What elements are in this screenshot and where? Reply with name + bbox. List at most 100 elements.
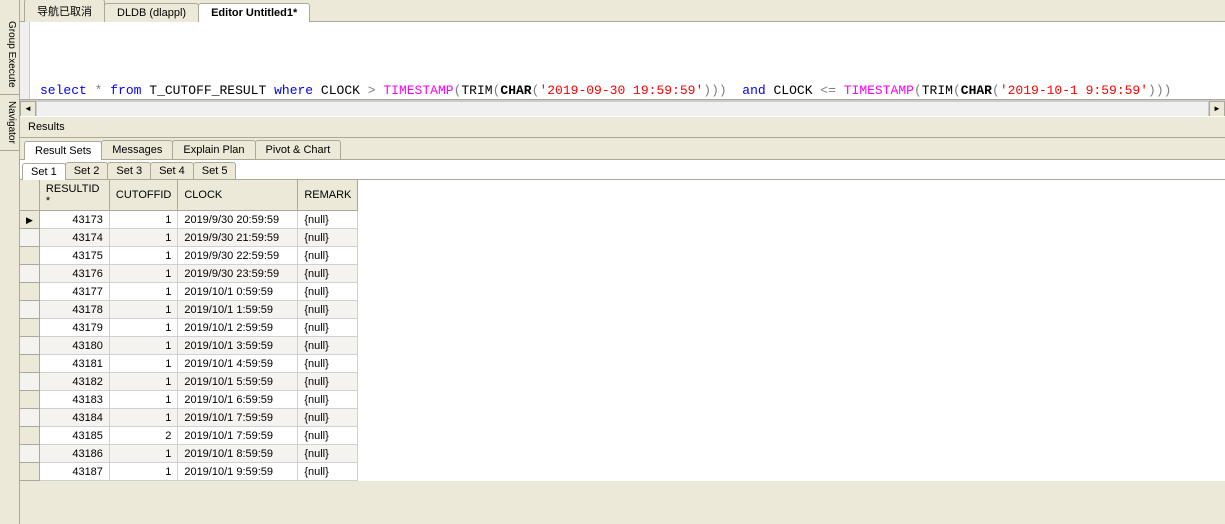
row-header[interactable]: [20, 409, 39, 427]
table-cell[interactable]: 43185: [39, 427, 109, 445]
results-tab[interactable]: Messages: [101, 140, 173, 159]
table-cell[interactable]: 1: [109, 301, 177, 319]
result-set-tab[interactable]: Set 4: [150, 162, 194, 179]
table-cell[interactable]: 1: [109, 229, 177, 247]
row-header[interactable]: [20, 373, 39, 391]
table-cell[interactable]: {null}: [298, 283, 358, 301]
row-header[interactable]: [20, 319, 39, 337]
table-cell[interactable]: 43186: [39, 445, 109, 463]
row-header[interactable]: [20, 265, 39, 283]
table-cell[interactable]: {null}: [298, 301, 358, 319]
table-cell[interactable]: 43180: [39, 337, 109, 355]
table-cell[interactable]: 2019/9/30 23:59:59: [178, 265, 298, 283]
table-cell[interactable]: 2019/10/1 2:59:59: [178, 319, 298, 337]
table-cell[interactable]: {null}: [298, 229, 358, 247]
table-cell[interactable]: 2019/10/1 5:59:59: [178, 373, 298, 391]
table-row[interactable]: 4317712019/10/1 0:59:59{null}: [20, 283, 358, 301]
results-grid[interactable]: RESULTID *CUTOFFIDCLOCKREMARK ▶431731201…: [20, 180, 1225, 481]
table-cell[interactable]: 1: [109, 445, 177, 463]
sql-editor[interactable]: select * from T_CUTOFF_RESULT where CLOC…: [20, 22, 1225, 100]
table-row[interactable]: 4317612019/9/30 23:59:59{null}: [20, 265, 358, 283]
table-cell[interactable]: 1: [109, 265, 177, 283]
table-cell[interactable]: 1: [109, 211, 177, 229]
result-set-tab[interactable]: Set 5: [193, 162, 237, 179]
row-header[interactable]: [20, 427, 39, 445]
table-row[interactable]: 4318712019/10/1 9:59:59{null}: [20, 463, 358, 481]
table-cell[interactable]: 43183: [39, 391, 109, 409]
table-cell[interactable]: {null}: [298, 427, 358, 445]
table-cell[interactable]: 2: [109, 427, 177, 445]
row-header[interactable]: [20, 337, 39, 355]
table-cell[interactable]: 43178: [39, 301, 109, 319]
table-cell[interactable]: 2019/10/1 1:59:59: [178, 301, 298, 319]
table-row[interactable]: 4317912019/10/1 2:59:59{null}: [20, 319, 358, 337]
sql-line[interactable]: select * from T_CUTOFF_RESULT where CLOC…: [40, 82, 1225, 100]
table-cell[interactable]: 43177: [39, 283, 109, 301]
table-cell[interactable]: 43174: [39, 229, 109, 247]
table-cell[interactable]: 2019/9/30 22:59:59: [178, 247, 298, 265]
table-cell[interactable]: 2019/9/30 21:59:59: [178, 229, 298, 247]
table-cell[interactable]: 43176: [39, 265, 109, 283]
table-cell[interactable]: 43182: [39, 373, 109, 391]
table-cell[interactable]: 2019/9/30 20:59:59: [178, 211, 298, 229]
table-cell[interactable]: 43175: [39, 247, 109, 265]
scroll-track[interactable]: [36, 101, 1209, 117]
table-cell[interactable]: 2019/10/1 4:59:59: [178, 355, 298, 373]
table-row[interactable]: 4318112019/10/1 4:59:59{null}: [20, 355, 358, 373]
table-row[interactable]: ▶4317312019/9/30 20:59:59{null}: [20, 211, 358, 229]
results-tab[interactable]: Explain Plan: [172, 140, 255, 159]
table-cell[interactable]: {null}: [298, 265, 358, 283]
table-cell[interactable]: 43181: [39, 355, 109, 373]
side-tab-group-execute[interactable]: Group Execute: [0, 15, 19, 95]
table-cell[interactable]: {null}: [298, 409, 358, 427]
editor-tab[interactable]: Editor Untitled1*: [198, 3, 310, 22]
table-cell[interactable]: 2019/10/1 9:59:59: [178, 463, 298, 481]
column-header[interactable]: CLOCK: [178, 180, 298, 211]
table-cell[interactable]: 43179: [39, 319, 109, 337]
column-header[interactable]: CUTOFFID: [109, 180, 177, 211]
row-header[interactable]: [20, 391, 39, 409]
table-cell[interactable]: {null}: [298, 211, 358, 229]
editor-tab[interactable]: 导航已取消: [24, 0, 105, 22]
table-cell[interactable]: 1: [109, 283, 177, 301]
table-cell[interactable]: 43187: [39, 463, 109, 481]
table-cell[interactable]: {null}: [298, 391, 358, 409]
table-row[interactable]: 4318012019/10/1 3:59:59{null}: [20, 337, 358, 355]
table-cell[interactable]: 2019/10/1 3:59:59: [178, 337, 298, 355]
table-row[interactable]: 4317412019/9/30 21:59:59{null}: [20, 229, 358, 247]
scroll-right-icon[interactable]: ►: [1209, 101, 1225, 117]
table-cell[interactable]: 1: [109, 355, 177, 373]
table-row[interactable]: 4318522019/10/1 7:59:59{null}: [20, 427, 358, 445]
row-header[interactable]: [20, 463, 39, 481]
table-cell[interactable]: {null}: [298, 463, 358, 481]
editor-hscrollbar[interactable]: ◄ ►: [20, 100, 1225, 116]
table-cell[interactable]: {null}: [298, 355, 358, 373]
table-cell[interactable]: 1: [109, 337, 177, 355]
row-header[interactable]: ▶: [20, 211, 39, 229]
table-row[interactable]: 4317812019/10/1 1:59:59{null}: [20, 301, 358, 319]
table-row[interactable]: 4318612019/10/1 8:59:59{null}: [20, 445, 358, 463]
table-row[interactable]: 4318412019/10/1 7:59:59{null}: [20, 409, 358, 427]
editor-tab[interactable]: DLDB (dlappl): [104, 3, 199, 22]
table-cell[interactable]: 1: [109, 247, 177, 265]
results-tab[interactable]: Result Sets: [24, 141, 102, 160]
results-tab[interactable]: Pivot & Chart: [255, 140, 342, 159]
row-header[interactable]: [20, 247, 39, 265]
table-row[interactable]: 4317512019/9/30 22:59:59{null}: [20, 247, 358, 265]
table-cell[interactable]: 1: [109, 391, 177, 409]
table-cell[interactable]: 2019/10/1 8:59:59: [178, 445, 298, 463]
table-cell[interactable]: 2019/10/1 7:59:59: [178, 409, 298, 427]
table-cell[interactable]: {null}: [298, 319, 358, 337]
table-cell[interactable]: 2019/10/1 0:59:59: [178, 283, 298, 301]
table-cell[interactable]: {null}: [298, 247, 358, 265]
result-set-tab[interactable]: Set 1: [22, 163, 66, 180]
row-header[interactable]: [20, 301, 39, 319]
table-cell[interactable]: {null}: [298, 373, 358, 391]
row-header[interactable]: [20, 355, 39, 373]
result-set-tab[interactable]: Set 2: [65, 162, 109, 179]
column-header[interactable]: RESULTID *: [39, 180, 109, 211]
table-cell[interactable]: 43173: [39, 211, 109, 229]
row-header[interactable]: [20, 445, 39, 463]
table-cell[interactable]: {null}: [298, 337, 358, 355]
table-cell[interactable]: 1: [109, 463, 177, 481]
